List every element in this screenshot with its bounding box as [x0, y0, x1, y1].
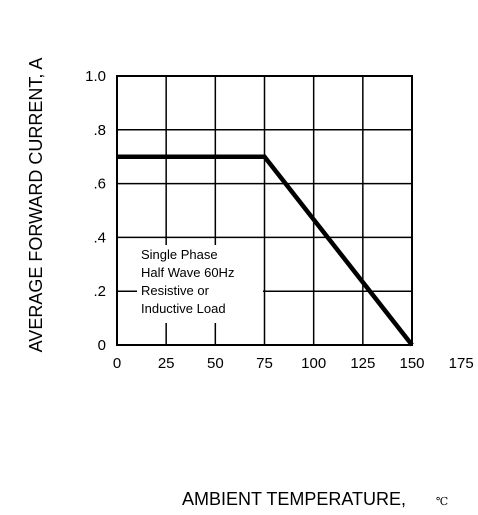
y-tick-label: .8 — [93, 122, 106, 139]
annotation: Single Phase Half Wave 60Hz Resistive or In… — [137, 245, 263, 323]
x-tick-label: 25 — [158, 355, 175, 372]
x-tick-label: 125 — [350, 355, 375, 372]
x-tick-label: 75 — [256, 355, 273, 372]
annotation-background — [137, 245, 263, 323]
annotation-line: Inductive Load — [141, 301, 226, 316]
x-tick-label: 150 — [399, 355, 424, 372]
y-tick-label: .4 — [93, 229, 106, 246]
x-tick-label: 50 — [207, 355, 224, 372]
annotation-line: Single Phase — [141, 247, 218, 262]
plot-frame — [116, 75, 413, 346]
annotation-line: Resistive or — [141, 283, 210, 298]
y-tick-label: 0 — [98, 337, 106, 354]
y-tick-label: 1.0 — [85, 68, 106, 85]
series-group — [117, 154, 414, 347]
x-tick-labels: 0 25 50 75 100 125 150 175 — [113, 355, 474, 372]
y-tick-label: .2 — [93, 283, 106, 300]
x-tick-label: 100 — [301, 355, 326, 372]
x-tick-label: 175 — [449, 355, 474, 372]
y-tick-label: .6 — [93, 176, 106, 193]
x-axis-label: AMBIENT TEMPERATURE, — [182, 489, 406, 509]
x-tick-label: 0 — [113, 355, 121, 372]
x-axis-unit: ℃ — [436, 495, 448, 508]
y-tick-labels: 0 .2 .4 .6 .8 1.0 — [85, 68, 106, 354]
y-axis-label: AVERAGE FORWARD CURRENT, A — [26, 58, 46, 353]
annotation-line: Half Wave 60Hz — [141, 265, 234, 280]
series-line — [117, 154, 414, 347]
